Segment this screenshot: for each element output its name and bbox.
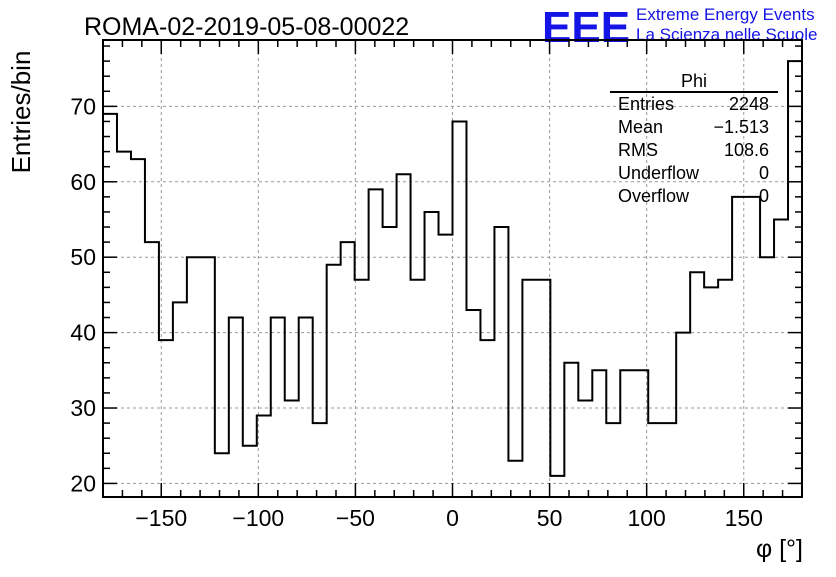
histogram-bin	[215, 453, 229, 497]
histogram-bin	[746, 197, 760, 497]
histogram-bin	[187, 257, 201, 497]
y-tick-label: 50	[70, 244, 96, 270]
y-tick-label: 70	[70, 93, 96, 119]
y-tick-label: 60	[70, 169, 96, 195]
y-axis-title: Entries/bin	[6, 51, 36, 174]
x-tick-labels: −150 −100 −50 0 50 100 150	[135, 505, 763, 531]
histogram-bin	[704, 287, 718, 497]
stats-row-value: 0	[759, 163, 769, 183]
histogram-bin	[313, 423, 327, 497]
x-tick-label: −50	[336, 505, 375, 531]
axes	[102, 39, 803, 498]
histogram-bin	[620, 370, 634, 497]
stats-row-label: Mean	[618, 117, 663, 137]
stats-row-value: −1.513	[713, 117, 769, 137]
histogram-bin	[718, 280, 732, 497]
histogram-series	[103, 60, 802, 497]
histogram-bin	[173, 302, 187, 497]
histogram-bin	[564, 363, 578, 497]
histogram-bin	[341, 242, 355, 497]
x-axis-title: φ [°]	[756, 535, 803, 563]
chart-title: ROMA-02-2019-05-08-00022	[84, 13, 409, 41]
histogram-bin	[480, 340, 494, 497]
x-tick-label: 0	[446, 505, 459, 531]
x-tick-label: −150	[135, 505, 187, 531]
eee-logo: EEE Extreme Energy Events La Scienza nel…	[542, 3, 817, 52]
histogram-bin	[494, 227, 508, 497]
histogram-bin	[243, 446, 257, 497]
histogram-bin	[732, 197, 746, 497]
stats-row-label: RMS	[618, 140, 658, 160]
histogram-bin	[131, 159, 145, 497]
histogram-bin	[383, 227, 397, 497]
histogram-bin	[676, 333, 690, 497]
eee-logo-line2: La Scienza nelle Scuole	[636, 25, 817, 44]
histogram-bin	[550, 476, 564, 497]
x-tick-label: 150	[725, 505, 763, 531]
stats-box: Phi Entries 2248 Mean −1.513 RMS 108.6 Underfl…	[610, 71, 778, 206]
histogram-bin	[117, 152, 131, 497]
histogram-bin	[299, 318, 313, 497]
histogram-bin	[578, 400, 592, 497]
stats-row-label: Entries	[618, 94, 674, 114]
histogram-bin	[453, 121, 467, 497]
stats-row-label: Overflow	[618, 186, 690, 206]
histogram-bin	[788, 61, 802, 497]
histogram-bin	[355, 280, 369, 497]
histogram-bin	[229, 318, 243, 497]
stats-row-label: Underflow	[618, 163, 700, 183]
x-tick-label: −100	[232, 505, 284, 531]
histogram-bin	[271, 318, 285, 497]
eee-logo-mark: EEE	[542, 3, 630, 52]
x-tick-label: 100	[627, 505, 665, 531]
y-tick-label: 40	[70, 320, 96, 346]
eee-logo-line1: Extreme Energy Events	[636, 5, 815, 24]
histogram-bin	[648, 423, 662, 497]
histogram-bin	[411, 280, 425, 497]
histogram-bin	[774, 219, 788, 497]
histogram-bin	[327, 265, 341, 497]
histogram-bin	[536, 280, 550, 497]
histogram-bin	[369, 189, 383, 497]
y-tick-label: 20	[70, 470, 96, 496]
histogram-bin	[662, 423, 676, 497]
histogram-bin	[690, 272, 704, 497]
x-tick-label: 50	[537, 505, 563, 531]
histogram-bin	[606, 423, 620, 497]
histogram-bin	[159, 340, 173, 497]
histogram-bin	[201, 257, 215, 497]
histogram-bin	[425, 212, 439, 497]
histogram-bin	[285, 400, 299, 497]
histogram-bin	[592, 370, 606, 497]
histogram-bin	[145, 242, 159, 497]
histogram-outline	[103, 60, 802, 477]
stats-row-value: 0	[759, 186, 769, 206]
stats-row-value: 108.6	[724, 140, 769, 160]
y-tick-labels: 20 30 40 50 60 70	[70, 93, 96, 496]
histogram-bin	[103, 114, 117, 497]
histogram-bin	[397, 174, 411, 497]
histogram-bin	[760, 257, 774, 497]
histogram-bin	[466, 310, 480, 497]
stats-rows: Entries 2248 Mean −1.513 RMS 108.6 Underflow 0 O…	[618, 94, 769, 206]
histogram-bin	[522, 280, 536, 497]
stats-row-value: 2248	[729, 94, 769, 114]
histogram-bin	[634, 370, 648, 497]
histogram-bin	[439, 235, 453, 497]
stats-title: Phi	[681, 71, 707, 91]
y-tick-label: 30	[70, 395, 96, 421]
